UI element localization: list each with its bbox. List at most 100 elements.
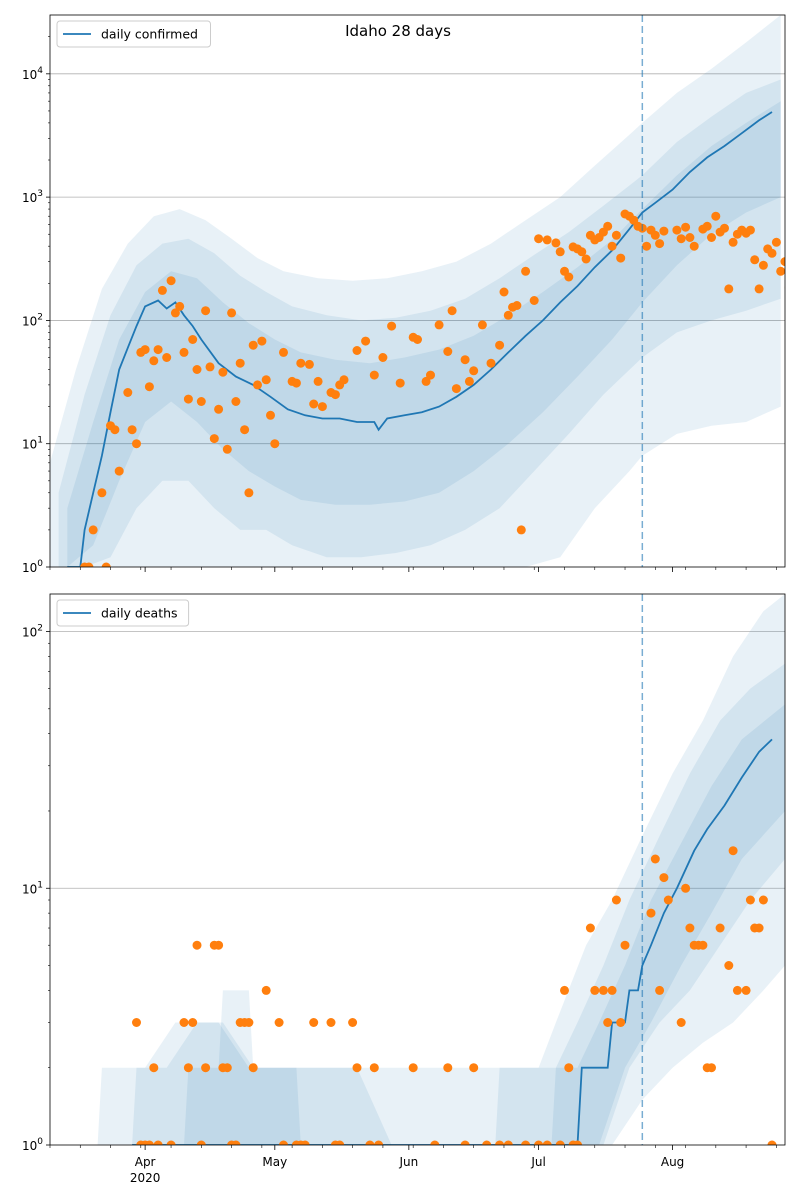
data-point [196, 397, 206, 406]
data-point [253, 380, 262, 390]
data-point [166, 1140, 176, 1145]
data-point [702, 221, 712, 231]
data-point [188, 335, 198, 344]
x-tick-label: Jul [530, 1155, 545, 1169]
data-point [482, 1140, 492, 1145]
data-point [689, 241, 699, 251]
figure-title: Idaho 28 days [345, 22, 451, 40]
data-point [447, 306, 457, 316]
data-point [170, 308, 180, 318]
data-point [728, 846, 738, 856]
x-year-label: 2020 [130, 1171, 161, 1185]
data-point [426, 370, 435, 380]
data-point [153, 345, 163, 355]
data-point [209, 434, 219, 444]
data-point [767, 1140, 777, 1145]
data-point [166, 276, 176, 286]
data-point [240, 425, 250, 435]
data-point [521, 266, 531, 276]
data-point [101, 562, 111, 567]
data-point [711, 211, 721, 221]
data-point [603, 221, 613, 231]
data-point [365, 1140, 375, 1145]
data-point [231, 397, 241, 406]
data-point [296, 358, 306, 368]
axes-frame [49, 593, 786, 1146]
data-point [616, 253, 626, 263]
data-point [248, 340, 258, 350]
data-point [469, 1063, 479, 1073]
data-point [201, 1063, 211, 1073]
data-point [745, 895, 755, 905]
data-point [534, 1140, 544, 1145]
data-point [261, 985, 271, 995]
deaths-panel: 100 101 102 Apr May Jun Jul Aug 2020 daily deaths [22, 593, 786, 1185]
data-point [754, 923, 764, 933]
data-point [534, 234, 544, 244]
data-point [663, 895, 673, 905]
data-point [274, 1018, 284, 1027]
data-point [192, 365, 202, 374]
data-point [685, 233, 695, 242]
data-point [300, 1140, 310, 1145]
data-point [153, 1140, 163, 1145]
data-point [430, 1140, 440, 1145]
data-point [495, 1140, 505, 1145]
data-point [317, 402, 327, 412]
data-point [214, 404, 224, 414]
y-tick-label: 100 [22, 1137, 43, 1153]
data-point [564, 1063, 574, 1073]
data-point [650, 230, 660, 240]
data-point [642, 241, 652, 251]
data-point [771, 237, 781, 247]
data-point [270, 439, 280, 449]
data-point [413, 335, 422, 344]
data-point [84, 562, 94, 567]
data-point [603, 1018, 613, 1027]
data-point [585, 923, 595, 933]
data-point [542, 1140, 552, 1145]
x-tick-label: May [262, 1155, 287, 1169]
data-point [577, 247, 587, 257]
legend: daily deaths [56, 599, 190, 627]
data-point [754, 284, 764, 294]
data-point [758, 895, 768, 905]
data-point [503, 310, 513, 320]
data-point [352, 1063, 362, 1073]
data-point [374, 1140, 384, 1145]
band-outer [50, 15, 781, 567]
data-point [244, 488, 254, 498]
data-point [560, 985, 569, 995]
data-point [655, 985, 665, 995]
data-point [149, 1063, 159, 1073]
data-point [408, 1063, 418, 1073]
data-point [304, 359, 314, 369]
data-point [655, 239, 665, 249]
data-point [348, 1018, 358, 1027]
y-tick-label: 101 [22, 436, 43, 452]
data-point [590, 985, 600, 995]
data-point [179, 347, 189, 357]
confirmed-panel: 100 101 102 103 104 daily confirmed [22, 14, 786, 575]
data-point [646, 908, 656, 918]
legend-box [56, 20, 211, 48]
data-point [611, 895, 621, 905]
data-point [88, 525, 98, 535]
data-point [326, 1018, 336, 1027]
data-point [551, 238, 561, 248]
data-point [776, 266, 785, 276]
data-point [499, 287, 509, 297]
data-point [192, 940, 202, 950]
data-point [231, 1140, 241, 1145]
data-point [443, 347, 453, 356]
data-point [149, 356, 159, 366]
median-line [67, 111, 773, 567]
data-point [745, 225, 755, 235]
data-point [581, 254, 591, 264]
data-point [676, 1018, 686, 1027]
data-point [620, 940, 630, 950]
data-point [512, 301, 522, 310]
data-point [521, 1140, 531, 1145]
x-tick-label: Aug [661, 1155, 684, 1169]
data-point [720, 223, 729, 233]
